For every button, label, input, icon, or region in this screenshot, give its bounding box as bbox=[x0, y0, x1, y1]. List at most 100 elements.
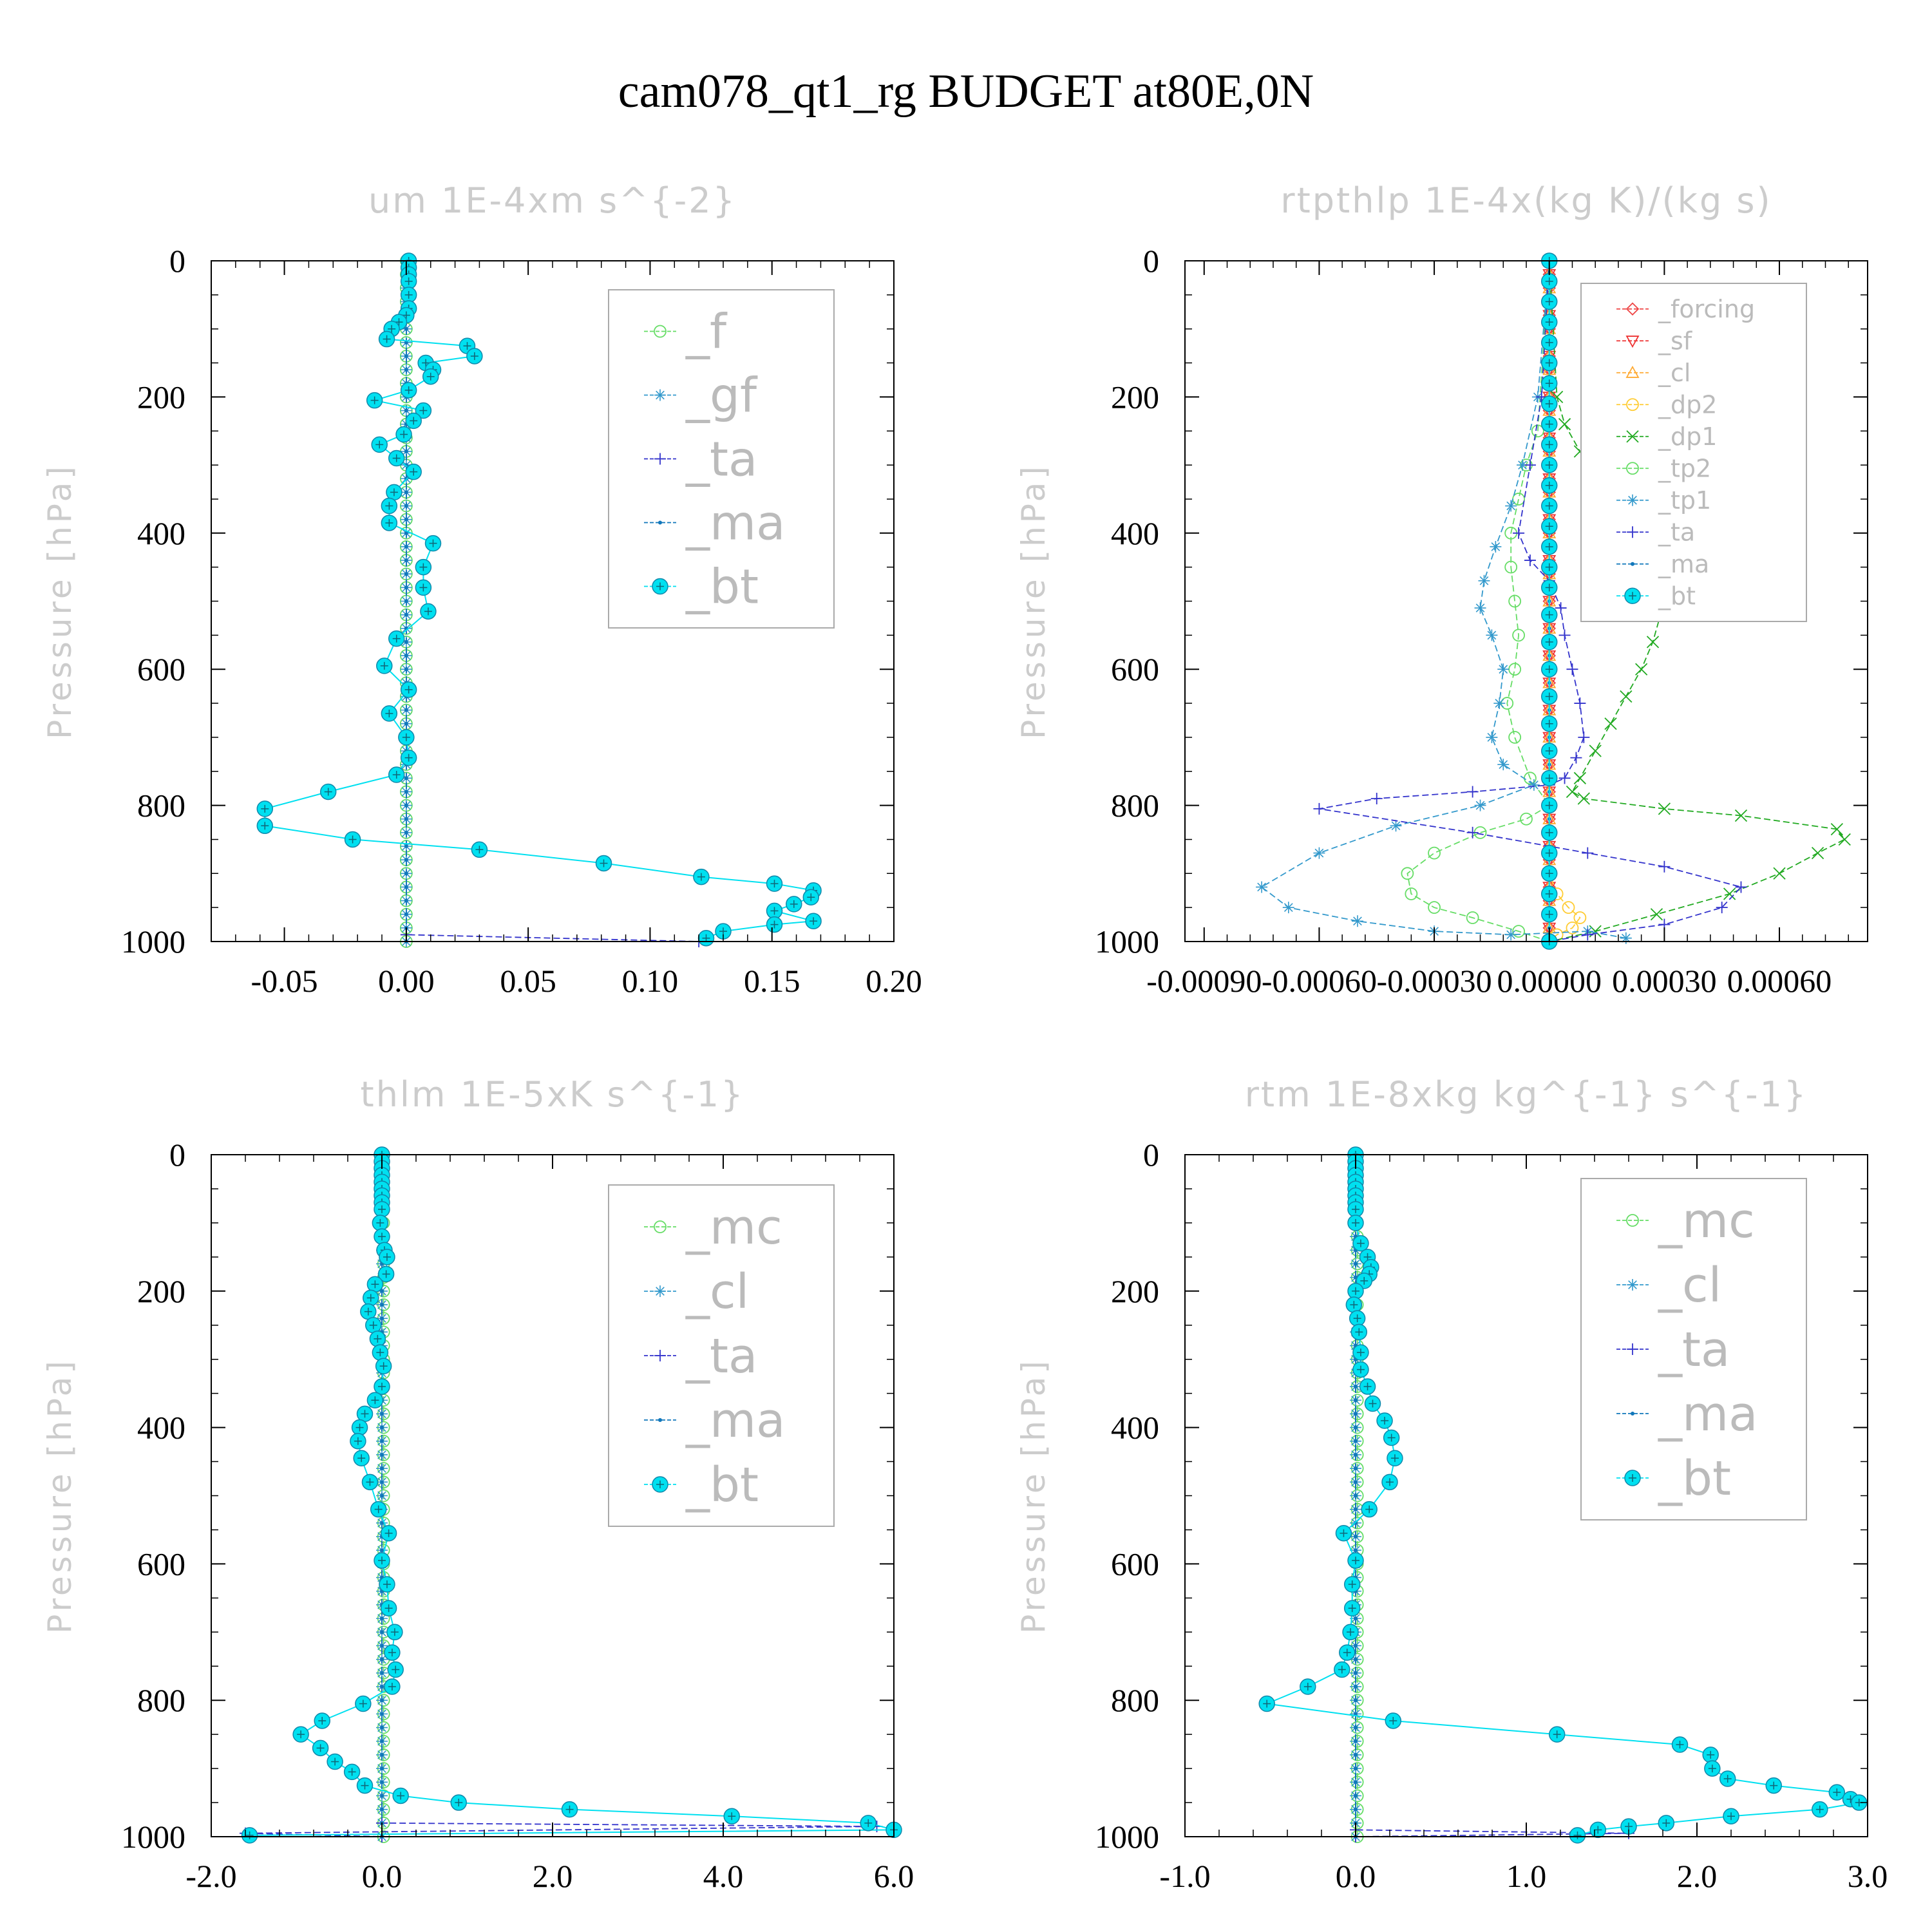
x-tick-label: 0.15 bbox=[744, 963, 800, 999]
data-point-center bbox=[1545, 502, 1553, 510]
data-point bbox=[1313, 847, 1325, 859]
y-tick-label: 200 bbox=[137, 1273, 185, 1309]
data-point bbox=[1354, 1412, 1358, 1416]
data-point-center bbox=[385, 709, 393, 717]
data-point-center bbox=[1545, 420, 1553, 428]
y-tick-label: 800 bbox=[137, 1682, 185, 1718]
data-point bbox=[380, 1698, 384, 1703]
data-point bbox=[1504, 560, 1518, 574]
data-point-center bbox=[1389, 1716, 1397, 1725]
data-point-center bbox=[1352, 1557, 1359, 1565]
data-point bbox=[1650, 908, 1663, 921]
data-point-center bbox=[470, 352, 478, 360]
data-point bbox=[1573, 911, 1587, 924]
data-point-center bbox=[384, 1604, 393, 1613]
legend-swatch-marker bbox=[1631, 1412, 1634, 1416]
data-point bbox=[1512, 925, 1525, 938]
data-point-center bbox=[1545, 583, 1553, 592]
x-tick-label: 0.0 bbox=[1336, 1858, 1376, 1894]
legend-entry: _bt bbox=[1658, 582, 1696, 611]
x-tick-label: 0.20 bbox=[866, 963, 922, 999]
data-point bbox=[404, 898, 408, 903]
data-point bbox=[1604, 717, 1617, 730]
legend-entry: _tp1 bbox=[1658, 486, 1711, 515]
x-tick-label: -0.00060 bbox=[1262, 963, 1377, 999]
data-point-center bbox=[1263, 1700, 1271, 1708]
legend-swatch-marker bbox=[1626, 462, 1639, 475]
data-point bbox=[380, 1425, 384, 1430]
data-point bbox=[380, 1289, 384, 1293]
data-point-center bbox=[1545, 665, 1553, 674]
data-point bbox=[1405, 887, 1418, 900]
data-point-center bbox=[410, 468, 418, 476]
series-bt bbox=[1258, 1146, 1868, 1844]
data-point bbox=[1531, 424, 1544, 438]
y-tick-label: 800 bbox=[1111, 1682, 1159, 1718]
y-tick-label: 800 bbox=[137, 788, 185, 824]
data-point-center bbox=[404, 290, 413, 299]
data-point-center bbox=[1625, 1823, 1633, 1831]
data-point bbox=[1354, 1385, 1358, 1389]
data-point bbox=[1573, 772, 1587, 784]
data-point bbox=[1524, 459, 1536, 471]
data-point bbox=[1558, 418, 1571, 431]
data-point bbox=[1524, 554, 1536, 567]
data-point bbox=[380, 1630, 384, 1634]
data-point bbox=[1811, 846, 1824, 860]
data-point bbox=[380, 1794, 384, 1798]
data-point bbox=[1497, 759, 1510, 771]
data-point-center bbox=[1363, 1383, 1372, 1391]
data-point-center bbox=[371, 1280, 379, 1289]
data-point-center bbox=[385, 518, 393, 527]
data-point-center bbox=[565, 1805, 574, 1814]
data-point-center bbox=[810, 917, 818, 925]
data-point bbox=[1354, 1794, 1358, 1798]
data-point-center bbox=[395, 318, 403, 327]
data-point-center bbox=[422, 359, 430, 367]
data-point-center bbox=[261, 804, 269, 813]
data-point bbox=[1520, 812, 1533, 826]
series-tp2 bbox=[1401, 254, 1556, 948]
data-point-center bbox=[1815, 1805, 1824, 1814]
data-point bbox=[1390, 820, 1402, 832]
legend-entry: _forcing bbox=[1658, 295, 1755, 323]
data-point bbox=[380, 1548, 384, 1553]
data-point bbox=[1508, 594, 1522, 608]
data-point bbox=[404, 654, 408, 658]
data-point bbox=[380, 1452, 384, 1457]
series-group bbox=[1258, 1146, 1868, 1844]
legend-entry: _cl bbox=[1658, 359, 1690, 387]
data-point-center bbox=[1360, 1276, 1368, 1285]
data-point bbox=[380, 1657, 384, 1662]
data-point bbox=[404, 504, 408, 508]
data-point-center bbox=[364, 1307, 372, 1316]
data-point bbox=[1517, 459, 1529, 471]
legend-entry: _tp2 bbox=[1658, 455, 1711, 483]
data-point-center bbox=[1662, 1819, 1671, 1827]
data-point bbox=[1354, 1725, 1358, 1730]
data-point bbox=[1513, 527, 1525, 539]
data-point-center bbox=[1770, 1781, 1778, 1790]
data-point-center bbox=[1356, 1365, 1365, 1374]
data-point bbox=[404, 871, 408, 876]
y-tick-label: 1000 bbox=[121, 1819, 185, 1855]
data-point-center bbox=[374, 1334, 382, 1343]
data-point bbox=[1313, 802, 1325, 815]
y-tick-label: 200 bbox=[1111, 379, 1159, 415]
data-point bbox=[404, 544, 408, 549]
data-point bbox=[1354, 1643, 1358, 1648]
data-point-center bbox=[770, 920, 779, 929]
legend-swatch-marker bbox=[654, 453, 666, 465]
data-point-center bbox=[390, 1628, 399, 1636]
data-point bbox=[1354, 1535, 1358, 1539]
legend-entry: _mc bbox=[685, 1200, 782, 1255]
legend-entry: _cl bbox=[1658, 1258, 1721, 1313]
data-point-center bbox=[1545, 828, 1553, 837]
data-point-center bbox=[348, 835, 357, 844]
data-point-center bbox=[361, 1781, 369, 1790]
legend-box bbox=[1580, 283, 1807, 622]
data-point-center bbox=[1545, 298, 1553, 306]
y-tick-label: 0 bbox=[1143, 1137, 1159, 1173]
data-point-center bbox=[385, 502, 393, 510]
